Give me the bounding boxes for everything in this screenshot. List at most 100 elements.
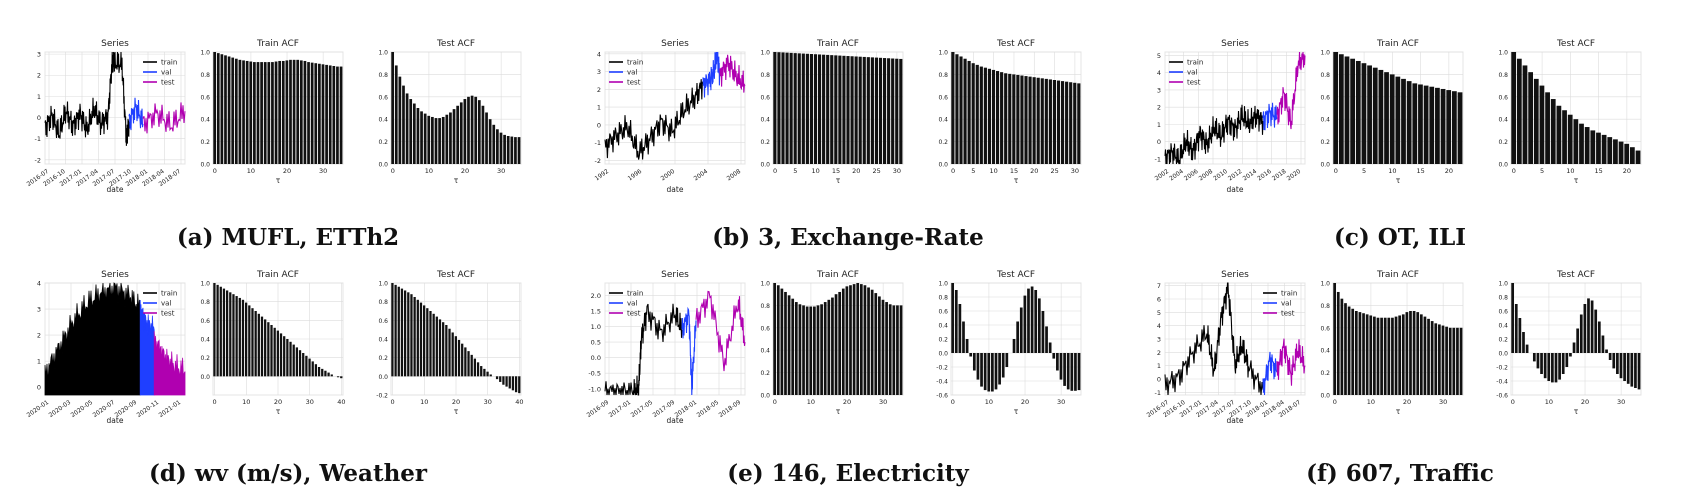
y-tick-label: 0.2 — [760, 370, 770, 377]
acf-bar — [264, 319, 267, 377]
x-tick-label: 30 — [1617, 398, 1625, 406]
acf-bar — [1457, 92, 1463, 164]
caption-c: (c) OT, ILI — [1333, 224, 1467, 251]
y-tick-label: 0.2 — [378, 355, 388, 362]
y-tick-label: 0.8 — [760, 72, 770, 79]
acf-bar — [394, 65, 398, 164]
x-tick-label: 30 — [319, 167, 327, 175]
legend-label-train: train — [1187, 59, 1203, 67]
x-axis-label: τ — [276, 407, 281, 416]
y-tick-label: 4 — [1157, 322, 1161, 330]
acf-bar — [1350, 58, 1356, 164]
acf-bar — [336, 66, 339, 164]
acf-bar — [1629, 147, 1635, 164]
acf-bar — [511, 376, 515, 391]
x-tick-label: 2017-05 — [630, 399, 655, 419]
acf-bar — [1354, 311, 1358, 395]
acf-bar — [438, 118, 441, 164]
acf-bar — [1618, 141, 1624, 164]
acf-bar — [1032, 77, 1036, 164]
acf-bar — [971, 63, 975, 165]
x-axis-label: date — [1227, 416, 1244, 425]
x-tick-label: 10 — [1545, 398, 1553, 406]
acf-bar — [397, 286, 400, 377]
acf-bar — [410, 294, 413, 377]
acf-bar — [852, 284, 856, 395]
acf-bar — [489, 374, 492, 377]
legend-label-val: val — [161, 69, 171, 77]
acf-bar — [802, 305, 805, 395]
y-tick-label: -0.5 — [588, 370, 601, 378]
acf-bar — [317, 367, 321, 377]
y-tick-label: 3 — [37, 306, 41, 314]
x-tick-label: 20 — [1581, 398, 1589, 406]
x-tick-label: 2004 — [693, 168, 710, 183]
acf-bar — [220, 54, 224, 164]
acf-bar — [1456, 327, 1459, 395]
y-tick-label: 6 — [1157, 296, 1161, 304]
x-tick-label: 10 — [812, 167, 820, 175]
acf-bar — [1511, 52, 1517, 164]
acf-bar — [1438, 324, 1441, 395]
acf-bar — [1358, 312, 1362, 395]
acf-bar — [405, 93, 409, 164]
series-line-val — [128, 97, 144, 131]
acf-bar — [234, 58, 238, 164]
y-tick-label: -1 — [35, 135, 41, 143]
acf-bar — [456, 105, 460, 164]
acf-bar — [878, 57, 883, 164]
acf-bar — [412, 103, 416, 164]
acf-title: Train ACF — [1376, 270, 1419, 280]
acf-bar — [1612, 353, 1616, 369]
x-axis-label: τ — [836, 407, 841, 416]
acf-bar — [805, 53, 809, 164]
plot-frame — [1164, 51, 1306, 165]
acf-bar — [834, 55, 838, 164]
acf-bar — [1412, 83, 1418, 164]
x-tick-label: 2012 — [1227, 168, 1244, 183]
y-tick-label: 0.0 — [1498, 351, 1508, 358]
acf-bar — [791, 298, 795, 395]
acf-bar — [1344, 303, 1347, 395]
acf-bar — [483, 368, 486, 377]
y-tick-label: -2 — [595, 157, 601, 165]
acf-bar — [1427, 318, 1430, 395]
acf-bar — [1576, 328, 1580, 353]
acf-bar — [892, 305, 896, 395]
acf-bar — [846, 56, 850, 165]
acf-bar — [1440, 88, 1446, 164]
acf-bar — [776, 285, 780, 395]
acf-bar — [1372, 67, 1378, 164]
acf-bar — [1369, 315, 1373, 395]
acf-bar — [241, 299, 245, 377]
acf-bar — [227, 56, 231, 165]
y-tick-label: 3 — [1157, 86, 1161, 94]
acf-bar — [1430, 321, 1434, 395]
acf-bar — [1355, 60, 1361, 164]
series-line-train — [44, 51, 130, 146]
acf-bar — [859, 284, 863, 395]
acf-bar — [1551, 353, 1554, 383]
y-tick-label: 1.0 — [378, 281, 388, 288]
x-tick-label: 15 — [832, 167, 840, 175]
x-tick-label: 25 — [1050, 167, 1058, 175]
acf-bar — [224, 55, 227, 164]
acf-bar — [336, 376, 340, 378]
x-tick-label: 2020-05 — [70, 399, 95, 419]
x-tick-label: 20 — [852, 167, 860, 175]
y-tick-label: 0.8 — [1320, 72, 1330, 79]
acf-bar — [480, 366, 483, 377]
acf-bar — [1387, 317, 1391, 395]
acf-bar — [1034, 290, 1038, 353]
acf-bar — [1036, 77, 1040, 164]
acf-bar — [1584, 127, 1590, 164]
acf-bar — [1005, 353, 1009, 367]
acf-bar — [332, 66, 336, 164]
x-tick-label: 20 — [1030, 167, 1038, 175]
acf-bar — [281, 60, 285, 164]
y-tick-label: -1 — [595, 139, 601, 147]
acf-bar — [420, 111, 423, 164]
acf-bar — [1376, 317, 1380, 395]
x-tick-label: 5 — [1540, 167, 1544, 175]
